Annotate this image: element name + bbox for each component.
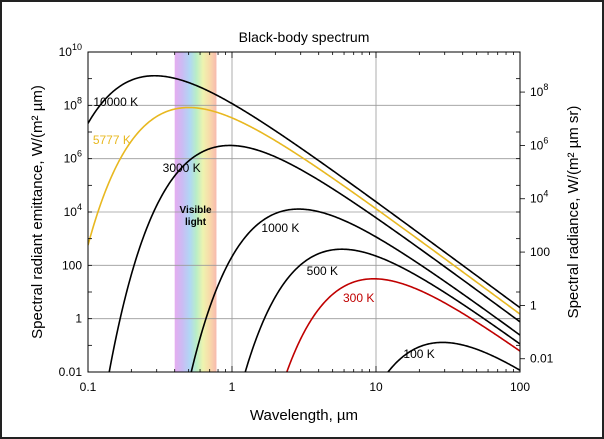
y-axis-title: Spectral radiant emittance, W/(m² µm) (29, 85, 46, 339)
y2-tick-label: 100 (530, 245, 550, 259)
series-curve (387, 341, 520, 372)
series-curve (88, 106, 520, 315)
series-curve (88, 74, 520, 309)
y-tick-label: 108 (64, 95, 82, 112)
y2-tick-label: 108 (530, 82, 548, 99)
y-tick-label: 1010 (59, 42, 82, 59)
series-label: 300 K (343, 291, 374, 305)
visible-light-label: light (185, 217, 207, 228)
series-curves (88, 74, 520, 372)
series-curve (108, 144, 520, 372)
y-tick-label: 104 (64, 202, 82, 219)
chart-labels: 0.1 1 10 1000.01110010410610810100.01110010… (59, 42, 554, 394)
series-label: 3000 K (163, 161, 201, 175)
x-tick-label: 0.1 (80, 380, 97, 394)
series-label: 100 K (403, 347, 434, 361)
visible-light-label: Visible (180, 205, 212, 216)
y2-tick-label: 1 (530, 298, 537, 312)
x-tick-label: 100 (510, 380, 530, 394)
tick-marks (87, 51, 525, 373)
y2-tick-label: 0.01 (530, 352, 554, 366)
series-label: 10000 K (93, 95, 138, 109)
chart-title: Black-body spectrum (239, 29, 370, 45)
y2-tick-label: 106 (530, 135, 548, 152)
series-curve (285, 278, 520, 372)
x-tick-label: 1 (229, 380, 236, 394)
series-label: 500 K (307, 264, 338, 278)
y-tick-label: 0.01 (59, 365, 83, 379)
x-tick-label: 10 (369, 380, 383, 394)
series-label: 1000 K (261, 221, 299, 235)
y2-axis-title: Spectral radiance, W/(m² µm sr) (565, 106, 582, 319)
series-curve (190, 208, 520, 372)
y2-tick-label: 104 (530, 189, 548, 206)
y-tick-label: 106 (64, 149, 82, 166)
y-tick-label: 100 (62, 258, 82, 272)
x-axis-title: Wavelength, µm (250, 407, 358, 424)
y-tick-label: 1 (75, 312, 82, 326)
series-curve (244, 248, 520, 372)
series-label: 5777 K (93, 133, 131, 147)
